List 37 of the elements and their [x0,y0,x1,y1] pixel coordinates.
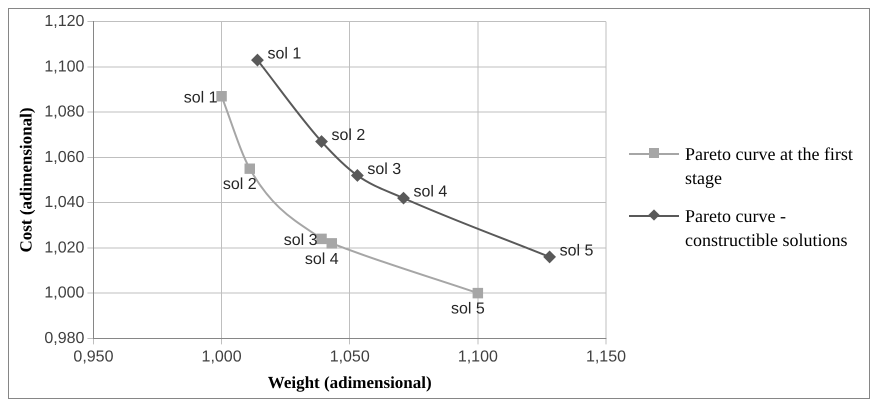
y-tick-label: 1,120 [44,13,85,30]
legend-label: Pareto curve - constructible solutions [685,204,848,252]
annotation: sol 3 [284,232,318,250]
y-tick-label: 1,060 [44,148,85,166]
y-tick-label: 1,020 [44,239,85,256]
annotation: sol 1 [184,90,218,107]
point [216,91,227,102]
annotation: sol 2 [222,176,257,194]
y-axis-title: Cost (adimensional) [16,108,36,252]
annotation: sol 4 [414,184,448,201]
x-tick-label: 1,000 [202,348,242,366]
annotation: sol 5 [560,242,594,260]
x-tick-label: 0,950 [73,348,114,366]
annotation: sol 2 [332,126,366,144]
point [326,238,338,249]
x-tick-label: 1,050 [330,348,370,366]
annotation: sol 5 [450,300,485,318]
point [316,234,327,244]
point [398,192,410,204]
x-axis-title: Weight (adimensional) [268,373,432,392]
annotation: sol 4 [304,250,339,268]
y-tick-label: 1,040 [44,194,85,212]
point [316,136,328,148]
point [351,169,364,182]
y-tick-label: 1,080 [44,104,85,121]
point [472,288,484,298]
y-tick-label: 1,100 [44,58,85,76]
y-tick-label: 1,000 [44,284,85,302]
point [544,250,556,263]
annotation: sol 3 [367,160,402,178]
y-tick-label: 0,980 [44,330,85,347]
point [244,163,256,174]
x-tick-label: 1,150 [586,348,626,366]
annotation: sol 1 [267,45,302,62]
x-tick-label: 1,100 [458,348,498,366]
legend-label: Pareto curve at the first stage [685,142,854,190]
point [251,54,264,66]
